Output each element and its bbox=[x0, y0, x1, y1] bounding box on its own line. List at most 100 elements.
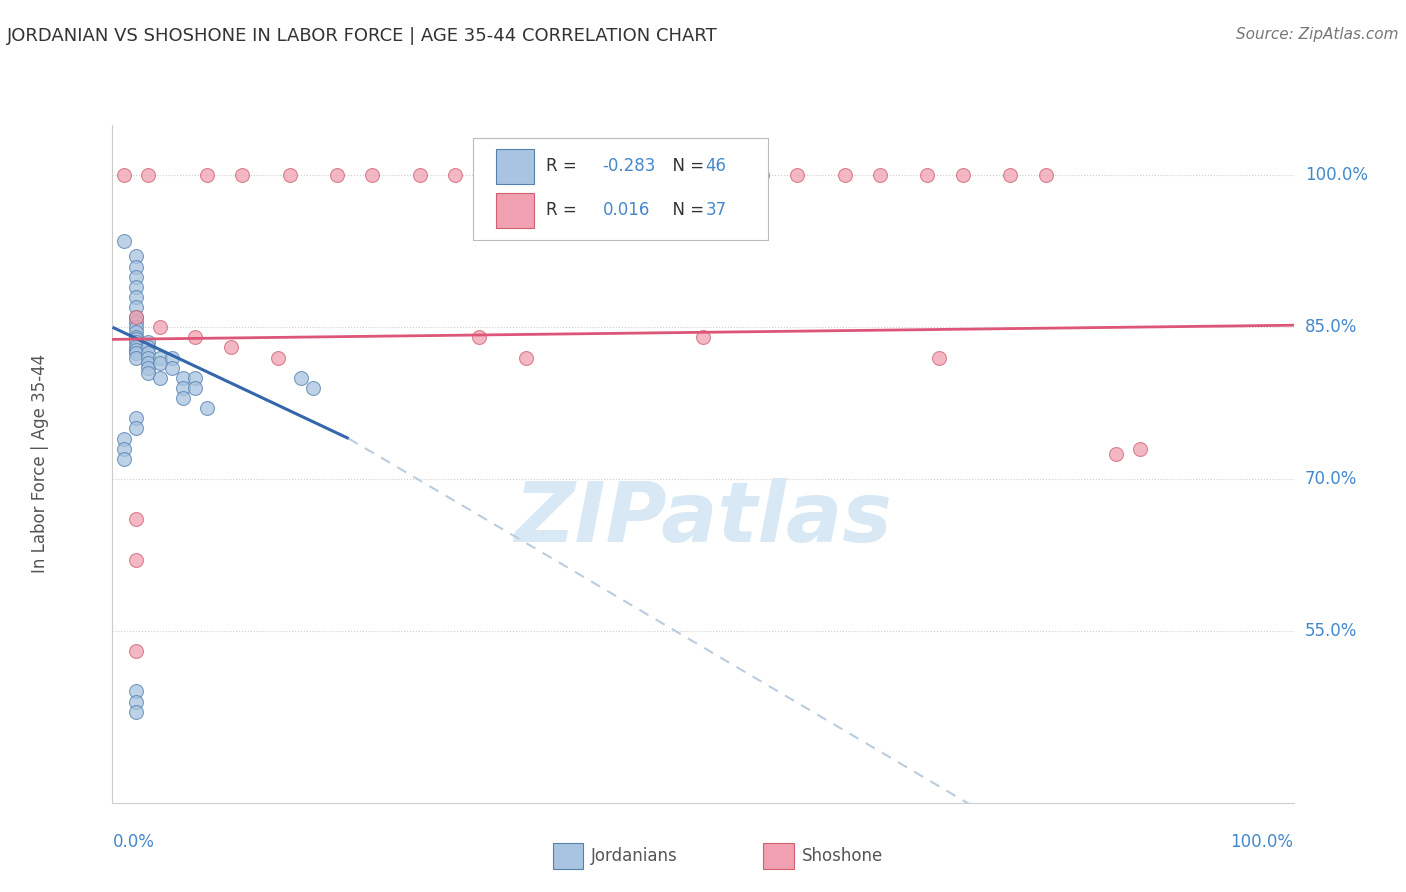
Point bbox=[125, 705, 148, 719]
Text: ZIPatlas: ZIPatlas bbox=[515, 477, 891, 558]
Point bbox=[231, 169, 253, 183]
Point bbox=[125, 310, 148, 325]
Text: Shoshone: Shoshone bbox=[801, 847, 883, 864]
Point bbox=[834, 169, 856, 183]
Point bbox=[928, 351, 950, 365]
Point bbox=[290, 371, 312, 385]
Text: 0.016: 0.016 bbox=[603, 202, 650, 219]
FancyBboxPatch shape bbox=[553, 843, 583, 869]
Text: In Labor Force | Age 35-44: In Labor Force | Age 35-44 bbox=[31, 354, 49, 574]
Point bbox=[160, 360, 183, 375]
Point bbox=[136, 351, 159, 365]
Point bbox=[444, 169, 467, 183]
Point bbox=[267, 351, 290, 365]
Point bbox=[149, 351, 172, 365]
Point bbox=[703, 169, 725, 183]
Text: N =: N = bbox=[662, 202, 709, 219]
Text: R =: R = bbox=[546, 157, 582, 175]
Text: -0.283: -0.283 bbox=[603, 157, 657, 175]
Point bbox=[125, 411, 148, 425]
Point bbox=[125, 341, 148, 355]
Point bbox=[195, 169, 218, 183]
Text: 70.0%: 70.0% bbox=[1305, 470, 1357, 488]
Text: 100.0%: 100.0% bbox=[1230, 833, 1294, 851]
Point bbox=[125, 332, 148, 346]
Point bbox=[125, 249, 148, 263]
Text: N =: N = bbox=[662, 157, 709, 175]
Point bbox=[1035, 169, 1057, 183]
FancyBboxPatch shape bbox=[763, 843, 794, 869]
Point bbox=[657, 169, 679, 183]
Point bbox=[160, 351, 183, 365]
Point bbox=[125, 320, 148, 334]
Point bbox=[952, 169, 974, 183]
Point bbox=[136, 356, 159, 370]
Point bbox=[172, 391, 194, 405]
Point bbox=[278, 169, 301, 183]
Point bbox=[219, 341, 242, 355]
Point bbox=[125, 553, 148, 567]
Point bbox=[467, 330, 489, 344]
FancyBboxPatch shape bbox=[496, 149, 534, 184]
Point bbox=[112, 432, 135, 446]
Point bbox=[112, 442, 135, 456]
Point bbox=[136, 345, 159, 359]
Point bbox=[692, 330, 714, 344]
Point bbox=[125, 345, 148, 359]
Point bbox=[184, 381, 207, 395]
Point bbox=[136, 335, 159, 350]
Point bbox=[125, 512, 148, 526]
Point bbox=[125, 290, 148, 304]
Text: R =: R = bbox=[546, 202, 582, 219]
Point bbox=[125, 330, 148, 344]
FancyBboxPatch shape bbox=[496, 193, 534, 228]
Point bbox=[125, 335, 148, 350]
Point bbox=[136, 366, 159, 380]
Point bbox=[136, 360, 159, 375]
Point bbox=[125, 421, 148, 435]
Point bbox=[917, 169, 939, 183]
Point bbox=[408, 169, 430, 183]
Point bbox=[125, 315, 148, 329]
Text: 85.0%: 85.0% bbox=[1305, 318, 1357, 336]
Text: 100.0%: 100.0% bbox=[1305, 167, 1368, 185]
Text: JORDANIAN VS SHOSHONE IN LABOR FORCE | AGE 35-44 CORRELATION CHART: JORDANIAN VS SHOSHONE IN LABOR FORCE | A… bbox=[7, 27, 718, 45]
Point bbox=[491, 169, 513, 183]
Point bbox=[125, 351, 148, 365]
Text: 0.0%: 0.0% bbox=[112, 833, 155, 851]
Point bbox=[125, 684, 148, 698]
Point bbox=[112, 169, 135, 183]
Point bbox=[125, 269, 148, 284]
Text: 46: 46 bbox=[706, 157, 727, 175]
Text: 55.0%: 55.0% bbox=[1305, 622, 1357, 640]
Point bbox=[136, 341, 159, 355]
Point bbox=[125, 343, 148, 357]
Point bbox=[112, 451, 135, 466]
Point bbox=[195, 401, 218, 416]
Point bbox=[1105, 447, 1128, 461]
Point bbox=[149, 371, 172, 385]
Point bbox=[172, 371, 194, 385]
Point bbox=[574, 169, 596, 183]
Point bbox=[125, 310, 148, 325]
Point bbox=[515, 351, 537, 365]
Point bbox=[136, 169, 159, 183]
Point bbox=[621, 169, 644, 183]
Point bbox=[149, 320, 172, 334]
FancyBboxPatch shape bbox=[472, 138, 768, 240]
Point bbox=[869, 169, 891, 183]
Text: Jordanians: Jordanians bbox=[591, 847, 678, 864]
Point bbox=[125, 279, 148, 293]
Point bbox=[998, 169, 1021, 183]
Point bbox=[125, 644, 148, 658]
Point bbox=[184, 371, 207, 385]
Text: Source: ZipAtlas.com: Source: ZipAtlas.com bbox=[1236, 27, 1399, 42]
Point bbox=[1129, 442, 1152, 456]
Text: 37: 37 bbox=[706, 202, 727, 219]
Point bbox=[526, 169, 548, 183]
Point bbox=[125, 300, 148, 314]
Point bbox=[361, 169, 384, 183]
Point bbox=[112, 234, 135, 248]
Point bbox=[302, 381, 325, 395]
Point bbox=[125, 695, 148, 709]
